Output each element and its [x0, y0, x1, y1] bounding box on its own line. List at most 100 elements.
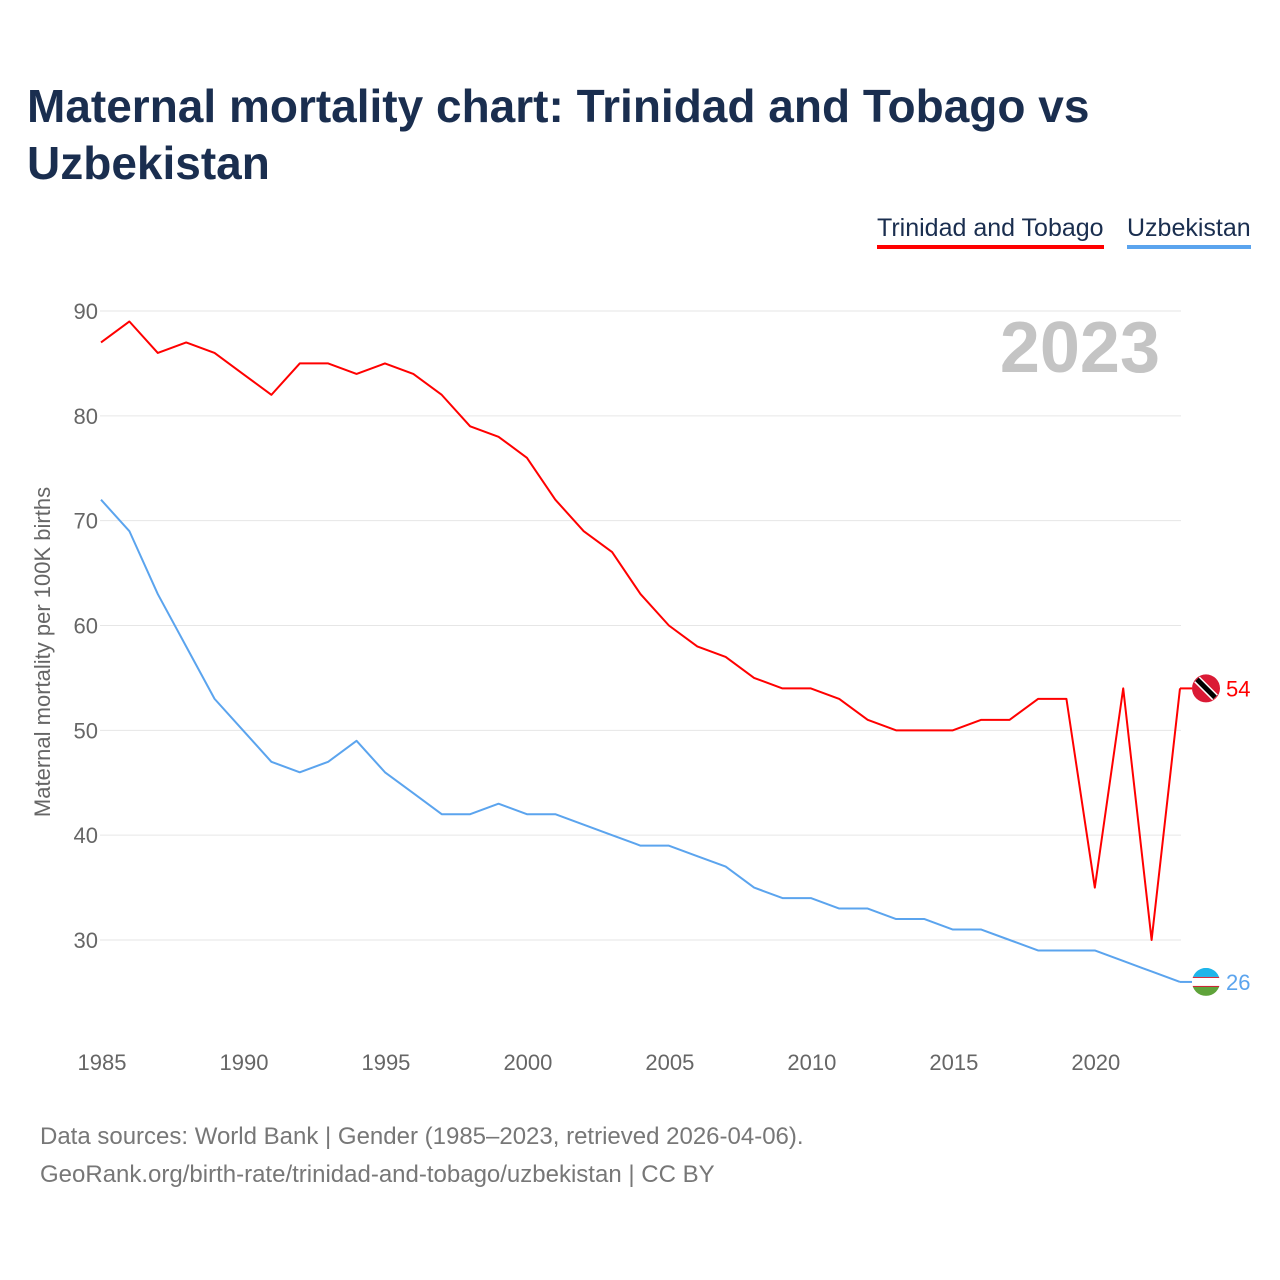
data-point	[894, 917, 898, 921]
legend-uzbekistan[interactable]: Uzbekistan	[1127, 214, 1251, 249]
data-point	[1150, 969, 1154, 973]
data-point	[383, 770, 387, 774]
data-point	[809, 896, 813, 900]
chart-title: Maternal mortality chart: Trinidad and T…	[27, 80, 1090, 189]
data-point	[1093, 948, 1097, 952]
data-point	[440, 393, 444, 397]
data-point	[951, 728, 955, 732]
end-value-label: 26	[1226, 970, 1250, 995]
data-point	[922, 728, 926, 732]
data-point	[213, 351, 217, 355]
data-point	[1036, 697, 1040, 701]
x-tick-label: 2005	[645, 1050, 694, 1075]
data-point	[497, 435, 501, 439]
data-point	[639, 592, 643, 596]
data-point	[298, 770, 302, 774]
x-tick-label: 2020	[1071, 1050, 1120, 1075]
data-point	[156, 592, 160, 596]
data-point	[695, 644, 699, 648]
y-tick-label: 50	[74, 718, 98, 743]
data-point	[639, 844, 643, 848]
data-point	[1121, 686, 1125, 690]
data-point	[1064, 697, 1068, 701]
data-point	[411, 372, 415, 376]
x-tick-label: 1985	[78, 1050, 127, 1075]
data-point	[241, 372, 245, 376]
data-point	[582, 529, 586, 533]
data-point	[326, 760, 330, 764]
x-tick-label: 1995	[361, 1050, 410, 1075]
data-point	[1150, 938, 1154, 942]
data-point	[837, 907, 841, 911]
data-point	[525, 456, 529, 460]
y-axis-label: Maternal mortality per 100K births	[30, 487, 55, 817]
data-point	[610, 833, 614, 837]
data-point	[866, 907, 870, 911]
data-point	[780, 686, 784, 690]
data-point	[213, 697, 217, 701]
data-point	[1008, 718, 1012, 722]
x-tick-label: 2010	[787, 1050, 836, 1075]
data-point	[298, 361, 302, 365]
data-point	[269, 760, 273, 764]
footer: Data sources: World Bank | Gender (1985–…	[40, 1118, 804, 1194]
data-point	[525, 812, 529, 816]
data-point	[667, 624, 671, 628]
data-point	[383, 361, 387, 365]
data-point	[355, 739, 359, 743]
data-point	[894, 728, 898, 732]
data-point	[468, 424, 472, 428]
data-point	[979, 928, 983, 932]
x-tick-label: 2000	[503, 1050, 552, 1075]
y-tick-label: 40	[74, 823, 98, 848]
data-point	[269, 393, 273, 397]
data-point	[837, 697, 841, 701]
data-point	[156, 351, 160, 355]
data-point	[922, 917, 926, 921]
footer-sources: Data sources: World Bank | Gender (1985–…	[40, 1123, 804, 1150]
data-point	[553, 812, 557, 816]
data-point	[780, 896, 784, 900]
data-point	[1093, 886, 1097, 890]
data-point	[582, 823, 586, 827]
data-point	[724, 655, 728, 659]
data-point	[1121, 959, 1125, 963]
y-tick-label: 70	[74, 509, 98, 534]
data-point	[979, 718, 983, 722]
data-point	[951, 928, 955, 932]
data-point	[667, 844, 671, 848]
data-point	[752, 886, 756, 890]
data-point	[468, 812, 472, 816]
data-point	[1036, 948, 1040, 952]
data-point	[411, 791, 415, 795]
data-point	[497, 802, 501, 806]
data-point	[866, 718, 870, 722]
footer-url[interactable]: GeoRank.org/birth-rate/trinidad-and-toba…	[40, 1161, 715, 1188]
data-point	[553, 498, 557, 502]
data-point	[724, 865, 728, 869]
series-line-uzbekistan	[100, 499, 1181, 983]
series-line-trinidad-and-tobago	[100, 320, 1181, 941]
data-point	[326, 361, 330, 365]
data-point	[184, 340, 188, 344]
end-value-label: 54	[1226, 676, 1250, 701]
data-point	[127, 319, 131, 323]
data-point	[99, 498, 103, 502]
y-tick-label: 60	[74, 614, 98, 639]
x-tick-label: 1990	[219, 1050, 268, 1075]
data-point	[752, 676, 756, 680]
data-point	[695, 854, 699, 858]
data-point	[99, 340, 103, 344]
legend-trinidad-and-tobago[interactable]: Trinidad and Tobago	[877, 214, 1104, 249]
y-tick-label: 30	[74, 928, 98, 953]
y-tick-label: 80	[74, 404, 98, 429]
data-point	[127, 529, 131, 533]
data-point	[809, 686, 813, 690]
data-point	[355, 372, 359, 376]
data-point	[241, 728, 245, 732]
data-point	[440, 812, 444, 816]
data-point	[610, 550, 614, 554]
data-point	[184, 644, 188, 648]
